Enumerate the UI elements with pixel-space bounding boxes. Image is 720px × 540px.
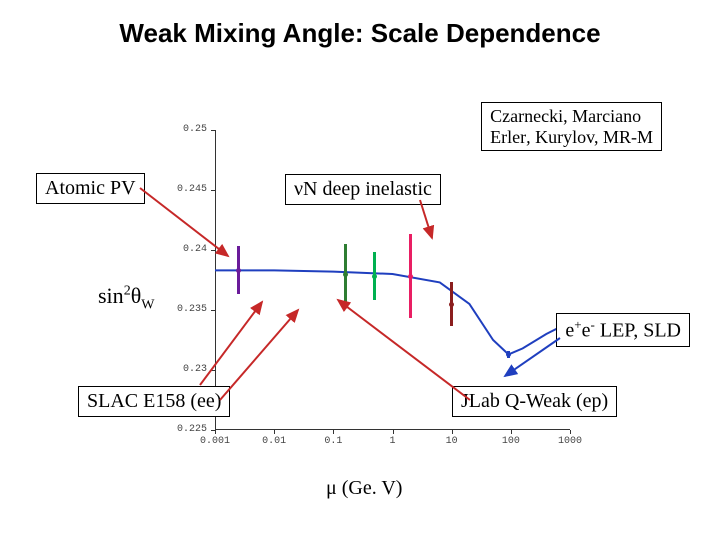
x-tick: [452, 430, 453, 434]
x-tick-label: 10: [434, 436, 470, 447]
x-tick: [570, 430, 571, 434]
atomic-pv-text: Atomic PV: [45, 177, 136, 199]
label-sin2: sin2θW: [98, 283, 154, 313]
y-tick-label: 0.235: [159, 304, 207, 315]
box-citation: Czarnecki, Marciano Erler, Kurylov, MR-M: [481, 102, 662, 151]
slac-text: SLAC E158 (ee): [87, 390, 221, 412]
point-slac-e158: [343, 272, 348, 277]
x-tick: [333, 430, 334, 434]
slide-root: Weak Mixing Angle: Scale Dependence 0.22…: [0, 0, 720, 540]
theory-curve-path: [215, 270, 570, 354]
citation-line1: Czarnecki, Marciano: [490, 106, 653, 127]
nun-rest: N deep inelastic: [303, 178, 432, 200]
nun-nu: ν: [294, 178, 303, 200]
x-tick-label: 0.1: [315, 436, 351, 447]
point-nun: [449, 302, 454, 307]
slide-title-text: Weak Mixing Angle: Scale Dependence: [119, 18, 600, 48]
box-atomic-pv: Atomic PV: [36, 173, 145, 204]
x-tick-label: 100: [493, 436, 529, 447]
citation-line2: Erler, Kurylov, MR-M: [490, 127, 653, 148]
y-tick-label: 0.24: [159, 244, 207, 255]
box-qweak: JLab Q-Weak (ep): [452, 386, 617, 417]
x-tick-label: 0.01: [256, 436, 292, 447]
x-tick: [215, 430, 216, 434]
x-tick-label: 0.001: [197, 436, 233, 447]
qweak-text: JLab Q-Weak (ep): [461, 390, 608, 412]
box-lep: e+e- LEP, SLD: [556, 313, 690, 347]
x-tick-label: 1: [375, 436, 411, 447]
y-tick-label: 0.23: [159, 364, 207, 375]
box-nun: νN deep inelastic: [285, 174, 441, 205]
y-tick-label: 0.225: [159, 424, 207, 435]
point-lep-sld: [506, 352, 511, 357]
y-tick-label: 0.25: [159, 124, 207, 135]
slide-title: Weak Mixing Angle: Scale Dependence: [0, 18, 720, 49]
point-jlab-extra: [408, 274, 413, 279]
x-tick: [274, 430, 275, 434]
y-tick-label: 0.245: [159, 184, 207, 195]
x-tick: [511, 430, 512, 434]
box-slac: SLAC E158 (ee): [78, 386, 230, 417]
x-axis-label: μ (Ge. V): [326, 477, 402, 500]
x-tick-label: 1000: [552, 436, 588, 447]
x-tick: [393, 430, 394, 434]
